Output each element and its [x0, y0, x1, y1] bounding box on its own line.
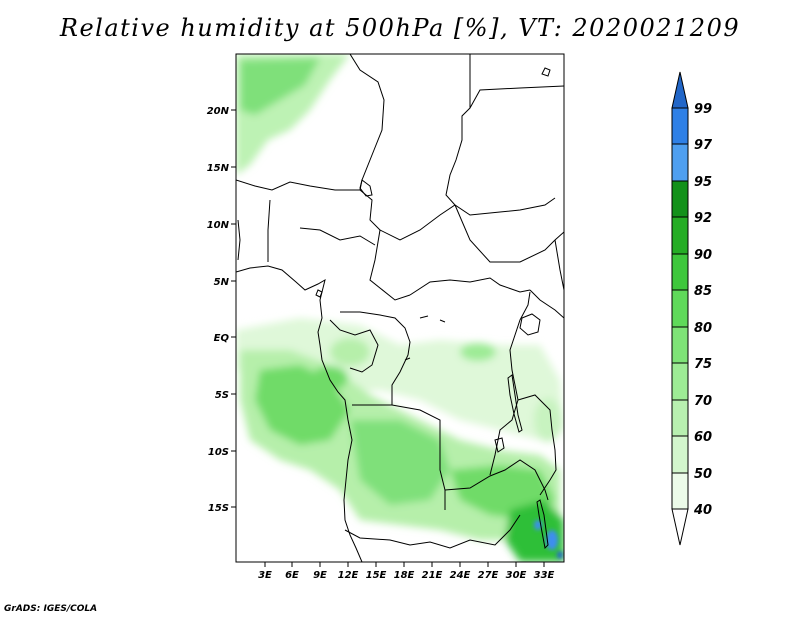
colorbar-label-97: 97 [694, 138, 713, 153]
lat-labels: 20N 15N 10N 5N EQ 5S 10S 15S [207, 106, 230, 514]
humidity-patch-coast [312, 366, 348, 390]
lat-label-10s: 10S [208, 447, 229, 458]
border-north-2 [445, 54, 471, 206]
border-drc-west [340, 311, 411, 405]
colorbar-bin-80-85 [671, 289, 689, 328]
colorbar-label-95: 95 [694, 175, 712, 190]
colorbar-bin-92-95 [671, 180, 689, 218]
border-egypt [541, 67, 551, 77]
lon-label-12e: 12E [338, 570, 359, 581]
lon-label-6e: 6E [285, 570, 299, 581]
lon-label-18e: 18E [394, 570, 415, 581]
humidity-patch-east [460, 343, 496, 361]
border-kenya [529, 239, 564, 319]
coastline-west [236, 265, 363, 562]
colorbar-bin-97-99 [671, 107, 689, 145]
humidity-core-central [350, 420, 450, 505]
colorbar-label-85: 85 [694, 284, 712, 299]
colorbar-label-90: 90 [694, 248, 712, 263]
lon-label-30e: 30E [506, 570, 527, 581]
lon-label-15e: 15E [366, 570, 387, 581]
lake-mweru [494, 437, 505, 453]
border-drc-east [489, 291, 531, 476]
lon-label-3e: 3E [258, 570, 272, 581]
lat-label-20n: 20N [207, 106, 230, 117]
colorbar-label-60: 60 [694, 430, 712, 445]
colorbar-bottom-arrow [671, 508, 689, 546]
border-nigeria [267, 199, 411, 301]
lake-tanganyika [507, 374, 523, 433]
colorbar-label-75: 75 [694, 357, 712, 372]
colorbar-label-40: 40 [693, 503, 712, 518]
humidity-patch-gabon [330, 338, 370, 366]
lat-label-5n: 5N [214, 277, 230, 288]
map-title: Relative humidity at 500hPa [%], VT: 202… [59, 14, 741, 42]
lake-kivu-edges [404, 315, 446, 361]
humidity-patch-northwest-core [240, 58, 320, 115]
border-car [409, 277, 531, 296]
lat-label-10n: 10N [207, 220, 230, 231]
lat-tick-marks [231, 109, 236, 508]
border-south [344, 514, 521, 549]
border-sahel-2 [379, 197, 556, 241]
lat-label-eq: EQ [214, 333, 230, 344]
colorbar-bin-85-90 [671, 253, 689, 291]
border-south-sudan [454, 204, 564, 263]
humidity-patch-kenya [534, 398, 562, 442]
colorbar-bin-75-80 [671, 326, 689, 364]
border-tanzania [517, 394, 557, 496]
lon-label-9e: 9E [313, 570, 327, 581]
colorbar-label-70: 70 [694, 394, 712, 409]
humidity-blue-1 [546, 530, 558, 550]
colorbar-label-80: 80 [694, 321, 712, 336]
colorbar-label-92: 92 [694, 211, 712, 226]
colorbar-label-99: 99 [694, 102, 712, 117]
lon-label-27e: 27E [478, 570, 499, 581]
border-angola [352, 404, 446, 510]
border-north-1 [349, 54, 385, 191]
lon-tick-marks [264, 562, 545, 567]
lake-chad [359, 179, 373, 197]
island-bioko [315, 289, 323, 298]
lake-victoria [519, 313, 541, 336]
map-boundaries [236, 54, 564, 562]
map-frame [235, 53, 565, 563]
colorbar-label-50: 50 [694, 467, 712, 482]
humidity-field [236, 54, 564, 562]
lat-label-5s: 5S [215, 390, 229, 401]
border-sahel-1 [236, 179, 381, 231]
footer-credit: GrADS: IGES/COLA [4, 604, 98, 614]
lon-labels: 3E 6E 9E 12E 15E 18E 21E 24E 27E 30E 33E [258, 570, 554, 581]
colorbar-bin-60-70 [671, 399, 689, 437]
colorbar-bin-90-92 [671, 216, 689, 255]
lon-label-24e: 24E [450, 570, 471, 581]
lake-malawi [536, 499, 549, 550]
humidity-blue-3 [557, 551, 563, 559]
border-zambia [444, 459, 549, 501]
colorbar-bin-70-75 [671, 362, 689, 401]
colorbar-bin-95-97 [671, 143, 689, 182]
border-congo [329, 319, 379, 373]
lon-label-21e: 21E [422, 570, 443, 581]
lat-label-15s: 15S [208, 503, 229, 514]
lon-label-33e: 33E [534, 570, 555, 581]
colorbar: 99 97 95 92 90 85 80 75 70 60 50 40 [671, 71, 713, 546]
lat-label-15n: 15N [207, 163, 230, 174]
colorbar-bin-50-60 [671, 435, 689, 474]
colorbar-bin-40-50 [671, 472, 689, 510]
colorbar-top-arrow [671, 71, 689, 109]
lake-volta [237, 219, 241, 261]
border-north-3 [469, 85, 564, 109]
